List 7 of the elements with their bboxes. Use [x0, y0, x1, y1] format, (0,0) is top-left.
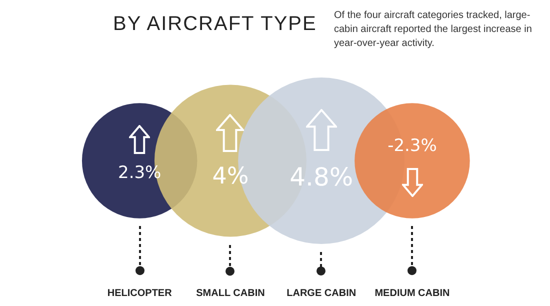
text: Of the four aircraft categories tracked, large-cabin aircraft reported the largest increase in year-over-year activity.	[334, 9, 533, 51]
category-label: MEDIUM CABIN	[374, 288, 450, 299]
category-label: HELICOPTER	[107, 288, 173, 299]
category-label: SMALL CABIN	[196, 288, 265, 299]
category-label: LARGE CABIN	[286, 288, 356, 299]
data-label: -2.3%	[388, 136, 437, 156]
text: BY AIRCRAFT TYPE	[113, 13, 317, 36]
